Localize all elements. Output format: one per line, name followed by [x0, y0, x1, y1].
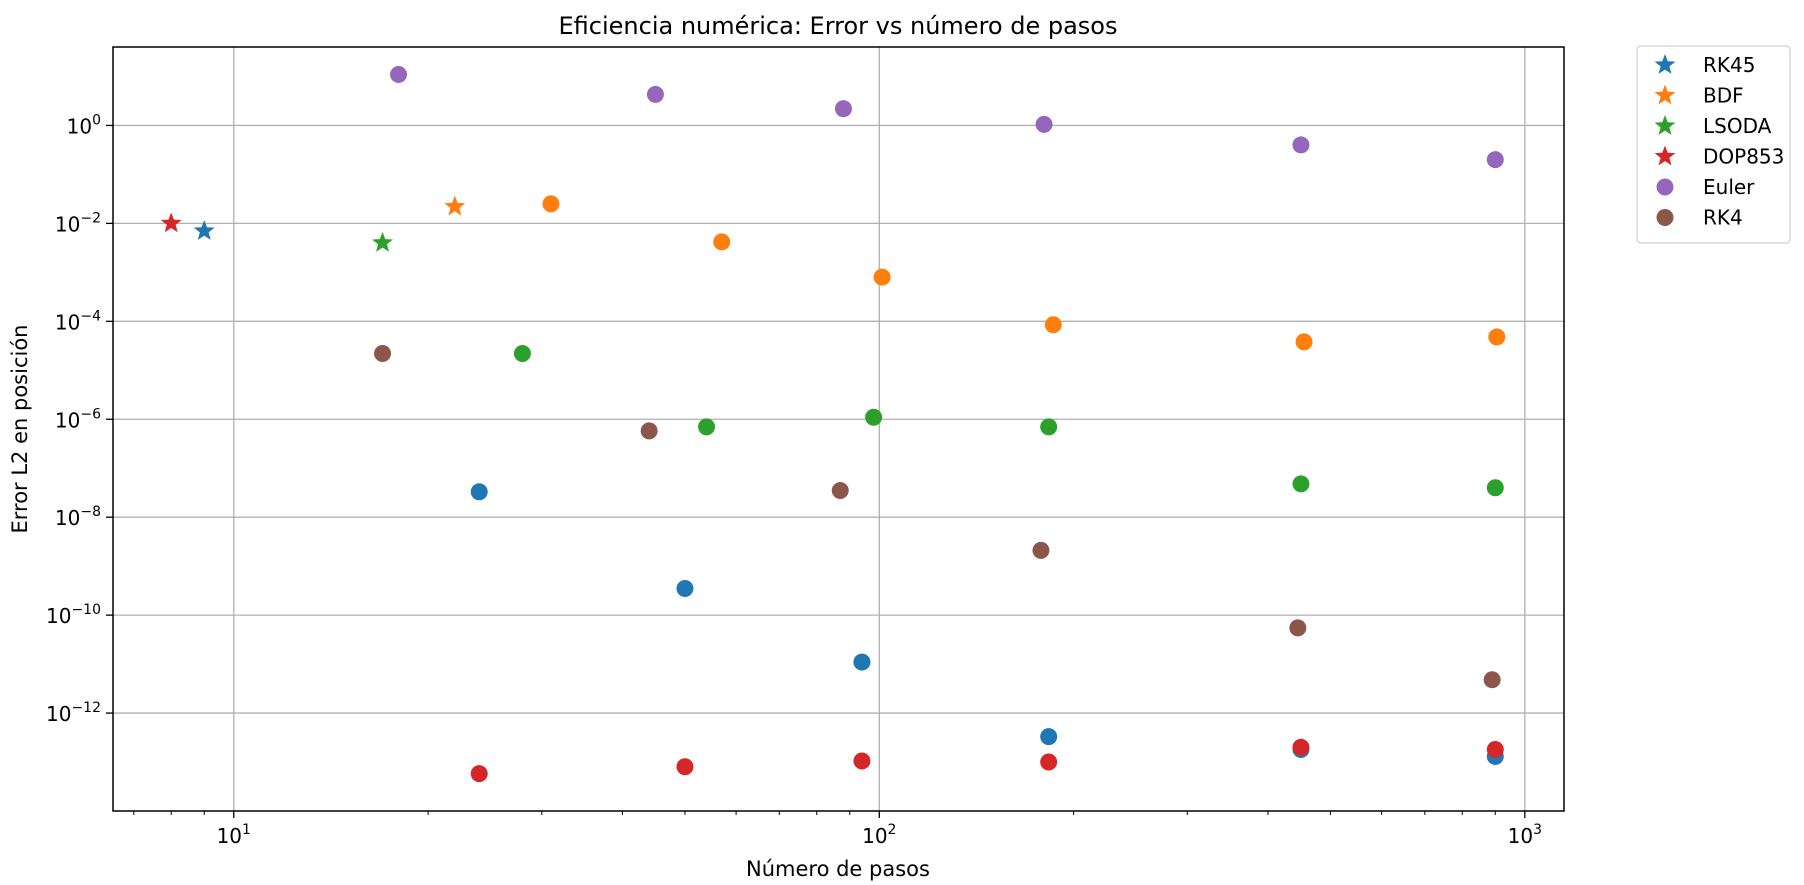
data-point — [1486, 151, 1504, 169]
data-point — [676, 579, 694, 597]
data-point — [1040, 728, 1058, 746]
data-point — [1295, 333, 1313, 351]
legend-marker — [1656, 209, 1674, 226]
data-point — [513, 345, 531, 363]
data-point — [646, 85, 664, 103]
star-point — [444, 195, 466, 216]
data-point — [676, 758, 694, 776]
data-point — [1035, 115, 1053, 133]
data-point — [542, 195, 560, 213]
series-lsoda — [372, 231, 393, 252]
data-point — [1488, 328, 1506, 346]
data-point — [374, 345, 392, 363]
star-point — [193, 219, 215, 240]
series-rk45 — [193, 219, 215, 240]
x-axis-label: Número de pasos — [746, 857, 930, 881]
legend-marker — [1654, 115, 1676, 135]
series-bdf — [444, 195, 466, 216]
y-axis: 100 10−2 10−4 10−6 10−8 10−10 10−12 — [46, 112, 113, 726]
y-tick-label: 10−10 — [46, 602, 101, 628]
data-point — [834, 100, 852, 118]
legend-label: LSODA — [1703, 114, 1772, 138]
series-unnamed — [513, 345, 1504, 497]
data-point — [470, 483, 488, 501]
data-point — [390, 65, 408, 83]
series-rk4 — [374, 345, 1501, 689]
data-points — [160, 65, 1506, 783]
data-point — [1040, 418, 1058, 436]
data-point — [1483, 671, 1501, 689]
data-point — [873, 268, 891, 286]
grid — [113, 47, 1564, 811]
data-point — [1486, 479, 1504, 497]
y-axis-label: Error L2 en posición — [8, 325, 32, 534]
data-point — [853, 653, 871, 671]
x-tick-label: 101 — [217, 822, 251, 848]
series-unnamed — [470, 483, 1504, 765]
star-point — [160, 212, 182, 233]
y-tick-label: 10−8 — [55, 504, 101, 530]
data-point — [1486, 741, 1504, 759]
x-axis: 101 102 103 — [133, 811, 1542, 848]
y-tick-label: 10−2 — [55, 210, 101, 236]
x-tick-label: 102 — [862, 822, 896, 848]
data-point — [698, 418, 716, 436]
data-point — [640, 422, 658, 440]
data-point — [831, 482, 849, 500]
legend-frame — [1636, 45, 1791, 244]
series-dop853 — [160, 212, 182, 233]
legend-label: Euler — [1703, 175, 1755, 199]
data-point — [865, 408, 883, 426]
data-point — [1292, 136, 1310, 154]
data-point — [1292, 475, 1310, 493]
legend-label: RK4 — [1703, 206, 1743, 230]
data-point — [1044, 316, 1062, 334]
y-tick-label: 100 — [67, 112, 101, 138]
legend-marker — [1654, 84, 1676, 105]
y-tick-label: 10−12 — [46, 700, 101, 726]
legend-marker — [1654, 54, 1676, 74]
chart-title: Eficiencia numérica: Error vs número de … — [559, 12, 1118, 40]
legend-label: BDF — [1703, 84, 1744, 108]
data-point — [470, 765, 488, 783]
series-euler — [390, 65, 1504, 169]
legend-label: RK45 — [1703, 53, 1755, 77]
data-point — [1040, 753, 1058, 771]
data-point — [853, 752, 871, 770]
y-tick-label: 10−6 — [55, 406, 101, 432]
series-unnamed — [470, 738, 1504, 783]
data-point — [1032, 541, 1050, 559]
legend-marker — [1656, 178, 1674, 196]
y-tick-label: 10−4 — [55, 308, 101, 334]
data-point — [1292, 738, 1310, 756]
series-unnamed — [542, 195, 1506, 351]
star-point — [372, 231, 393, 252]
plot-frame — [112, 46, 1565, 812]
legend: RK45 BDF LSODA DOP853 Euler RK4 — [1636, 45, 1791, 244]
x-tick-label: 103 — [1508, 822, 1542, 848]
data-point — [1289, 619, 1307, 637]
legend-marker — [1654, 145, 1676, 166]
legend-label: DOP853 — [1703, 145, 1784, 169]
data-point — [713, 233, 731, 251]
